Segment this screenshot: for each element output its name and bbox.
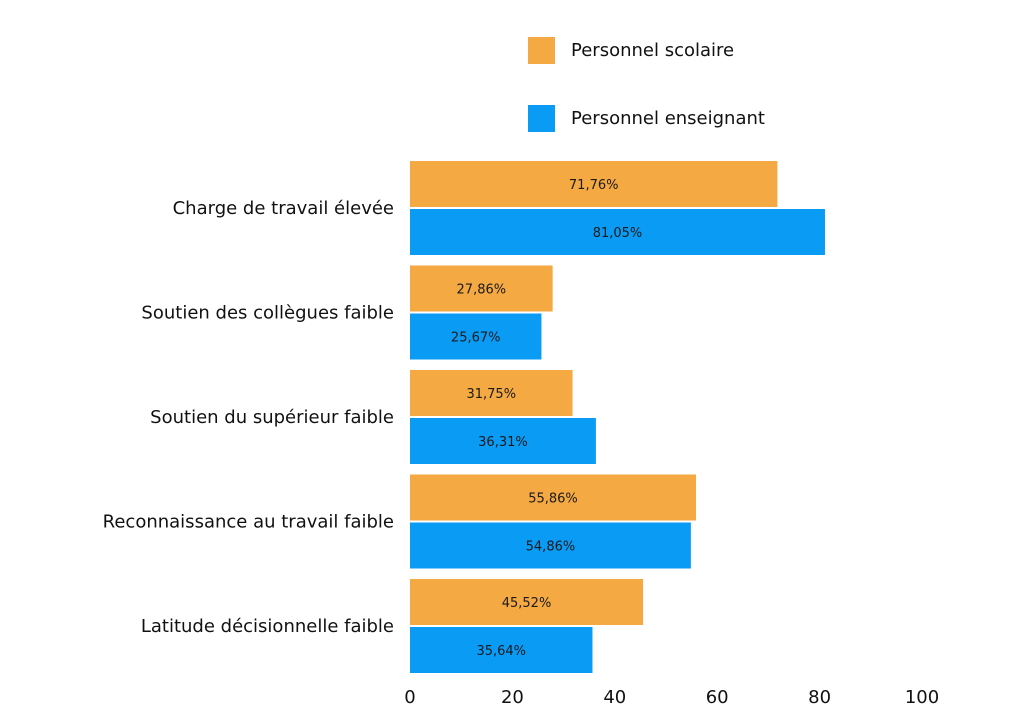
category-label: Latitude décisionnelle faible (141, 616, 394, 637)
bar-value-label: 35,64% (476, 644, 526, 659)
bars-group: 71,76% 81,05% 27,86% 25,67% 31,75% 36,31% 55,8… (410, 161, 825, 673)
bar-value-label: 45,52% (502, 596, 552, 611)
bar-enseignant-3 (410, 522, 691, 569)
bar-scolaire-0 (410, 161, 778, 207)
category-label: Soutien du supérieur faible (150, 407, 394, 428)
legend-swatch-personnel-scolaire (528, 37, 555, 64)
x-tick-label: 20 (501, 687, 524, 708)
category-label: Reconnaissance au travail faible (103, 512, 394, 533)
legend-label-personnel-scolaire: Personnel scolaire (571, 40, 734, 61)
bar-enseignant-4 (410, 627, 593, 673)
bar-scolaire-2 (410, 370, 573, 416)
x-tick-label: 0 (404, 687, 415, 708)
bar-value-label: 54,86% (526, 540, 576, 555)
bar-enseignant-2 (410, 418, 596, 464)
bar-scolaire-4 (410, 579, 644, 625)
x-tick-label: 60 (706, 687, 729, 708)
bar-value-label: 71,76% (569, 178, 619, 193)
legend: Personnel scolaire Personnel enseignant (528, 37, 765, 132)
bar-scolaire-1 (410, 265, 553, 312)
bar-scolaire-3 (410, 474, 697, 521)
bar-value-label: 27,86% (457, 283, 507, 298)
category-label: Soutien des collègues faible (141, 303, 394, 324)
bar-value-label: 36,31% (478, 435, 528, 450)
category-label: Charge de travail élevée (173, 198, 394, 219)
bar-value-label: 55,86% (528, 492, 578, 507)
bar-value-label: 31,75% (466, 387, 516, 402)
bar-enseignant-0 (410, 209, 825, 255)
category-labels: Charge de travail élevée Soutien des coll… (103, 198, 394, 637)
x-axis-ticks: 0 20 40 60 80 100 (404, 687, 939, 708)
x-tick-label: 100 (905, 687, 939, 708)
legend-label-personnel-enseignant: Personnel enseignant (571, 108, 765, 129)
x-tick-label: 40 (603, 687, 626, 708)
bar-enseignant-1 (410, 313, 542, 360)
bar-value-label: 81,05% (593, 226, 643, 241)
bar-value-label: 25,67% (451, 331, 501, 346)
legend-swatch-personnel-enseignant (528, 105, 555, 132)
x-tick-label: 80 (808, 687, 831, 708)
